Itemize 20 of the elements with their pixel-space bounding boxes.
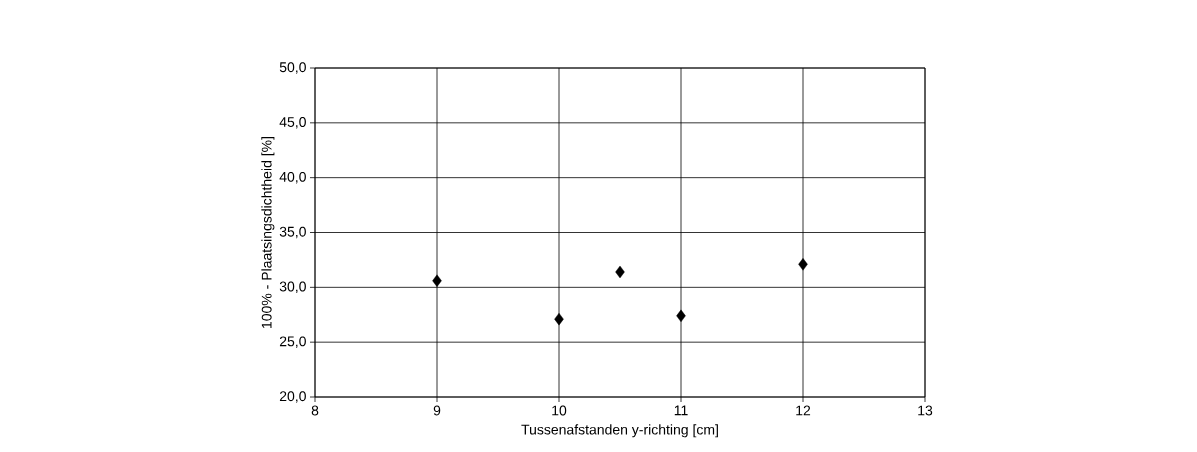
y-tick-label: 35,0: [279, 226, 306, 239]
y-axis-title: 100% - Plaatsingsdichtheid [%]: [261, 137, 275, 328]
x-tick-label: 9: [433, 405, 441, 416]
point: [798, 258, 808, 271]
y-tick-label: 50,0: [279, 62, 306, 74]
x-tick-label: 13: [918, 405, 933, 416]
x-axis-title: Tussenafstanden y-richting [cm]: [521, 424, 718, 438]
point: [554, 312, 564, 326]
x-tick-label: 12: [796, 405, 811, 416]
x-tick-label: 10: [552, 405, 567, 416]
y-tick-label: 40,0: [279, 171, 306, 184]
x-tick-label: 11: [674, 405, 688, 416]
point: [615, 265, 625, 279]
point: [676, 309, 686, 323]
y-tick-label: 45,0: [279, 117, 306, 129]
y-tick-label: 20,0: [279, 391, 306, 403]
y-tick-label: 25,0: [279, 336, 306, 348]
y-tick-label: 30,0: [279, 281, 306, 294]
x-tick-label: 8: [311, 405, 319, 416]
point: [432, 274, 442, 287]
